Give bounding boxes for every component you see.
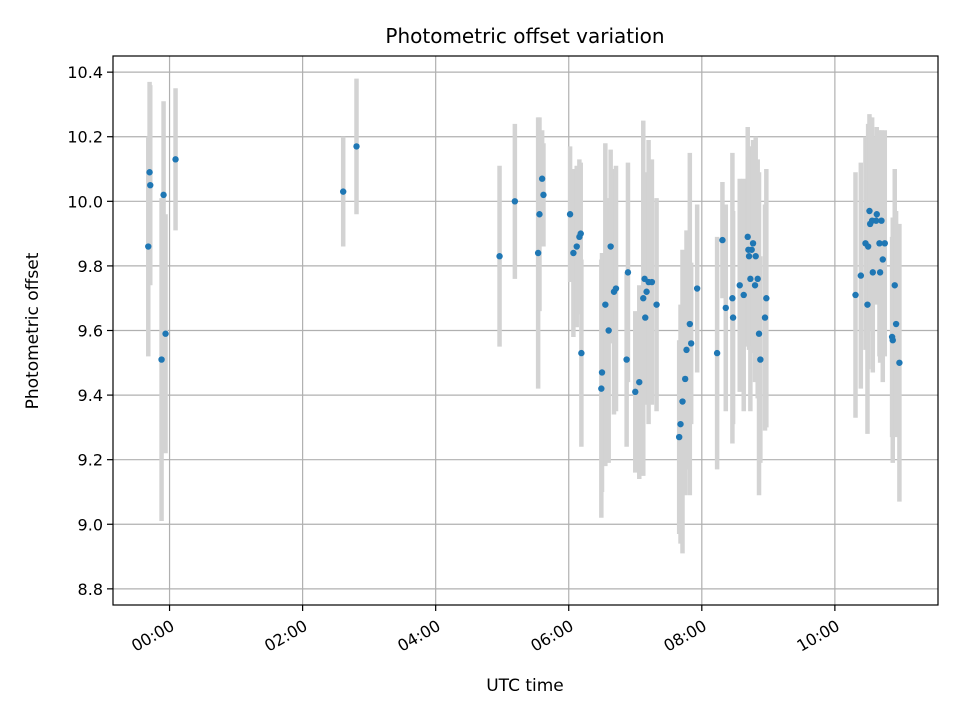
y-tick-label: 10.2	[67, 128, 103, 147]
data-point	[749, 240, 757, 247]
data-point	[158, 356, 165, 363]
data-point	[761, 314, 769, 321]
data-point	[648, 278, 656, 286]
data-point	[876, 269, 884, 276]
data-point	[605, 327, 612, 334]
data-point	[640, 295, 647, 302]
data-point	[745, 253, 753, 260]
data-point	[879, 256, 886, 263]
data-point	[878, 217, 885, 224]
data-point	[540, 191, 547, 199]
data-point	[729, 314, 737, 321]
data-point	[612, 285, 620, 292]
data-point	[146, 169, 153, 176]
y-tick-label: 10.4	[67, 63, 103, 82]
data-point	[566, 211, 574, 218]
data-point	[340, 188, 347, 195]
data-point	[752, 253, 759, 260]
grid-lines	[113, 56, 938, 605]
data-point	[852, 291, 859, 299]
data-point	[891, 282, 898, 289]
data-point	[687, 340, 695, 347]
data-point	[607, 243, 614, 250]
data-point	[763, 295, 770, 302]
data-point	[679, 398, 686, 405]
data-point	[677, 420, 684, 428]
data-point	[866, 207, 873, 215]
data-point	[353, 143, 360, 150]
data-point	[496, 253, 503, 260]
data-point	[736, 282, 743, 289]
data-point	[577, 230, 584, 237]
data-point	[686, 320, 694, 328]
data-point	[857, 272, 865, 279]
data-point	[578, 349, 585, 357]
data-point	[693, 285, 701, 292]
y-tick-label: 9.6	[78, 322, 103, 341]
data-point	[145, 243, 152, 250]
data-point	[889, 336, 896, 344]
y-tick-label: 9.2	[78, 451, 103, 470]
data-point	[636, 378, 643, 386]
data-point	[632, 388, 639, 396]
data-point	[896, 359, 903, 366]
data-point	[642, 314, 649, 321]
chart-title: Photometric offset variation	[385, 24, 664, 48]
data-point	[873, 211, 880, 218]
data-point	[172, 156, 179, 163]
data-point	[754, 275, 761, 283]
data-point	[598, 385, 605, 392]
data-point	[864, 301, 871, 308]
data-point	[534, 249, 542, 257]
data-point	[538, 175, 546, 182]
data-point	[747, 275, 754, 283]
data-point	[748, 246, 755, 253]
y-axis-label: Photometric offset	[23, 252, 43, 409]
y-tick-label: 9.8	[78, 257, 103, 276]
data-point	[675, 433, 683, 441]
data-point	[713, 349, 721, 357]
data-point	[757, 356, 764, 363]
data-point	[740, 291, 747, 299]
data-point	[598, 369, 606, 376]
data-point	[876, 240, 883, 247]
y-tick-label: 8.8	[78, 580, 103, 599]
data-point	[160, 191, 167, 199]
data-point	[624, 269, 632, 276]
data-point	[570, 249, 577, 257]
data-point	[573, 243, 580, 250]
data-point	[722, 304, 729, 312]
data-points	[145, 143, 903, 441]
data-point	[536, 211, 543, 218]
data-point	[623, 356, 630, 363]
data-point	[864, 243, 872, 250]
data-point	[872, 217, 880, 224]
data-point	[683, 346, 690, 354]
data-point	[162, 330, 169, 337]
y-axis-ticks: 8.8 9.0 9.2 9.4 9.6 9.8 10.0 10.2 10.4	[67, 63, 113, 599]
data-point	[744, 233, 751, 241]
x-axis-label: UTC time	[486, 676, 564, 696]
data-point	[147, 181, 154, 189]
data-point	[881, 240, 888, 247]
data-point	[681, 375, 689, 383]
data-point	[892, 320, 900, 328]
data-point	[511, 198, 519, 205]
data-point	[755, 330, 763, 337]
data-point	[602, 301, 609, 308]
y-tick-label: 9.4	[78, 386, 103, 405]
data-point	[719, 236, 726, 244]
y-tick-label: 10.0	[67, 192, 103, 211]
y-tick-label: 9.0	[78, 515, 103, 534]
data-point	[643, 288, 650, 295]
data-point	[653, 301, 660, 308]
data-point	[751, 282, 759, 289]
data-point	[869, 269, 876, 276]
data-point	[729, 295, 736, 302]
